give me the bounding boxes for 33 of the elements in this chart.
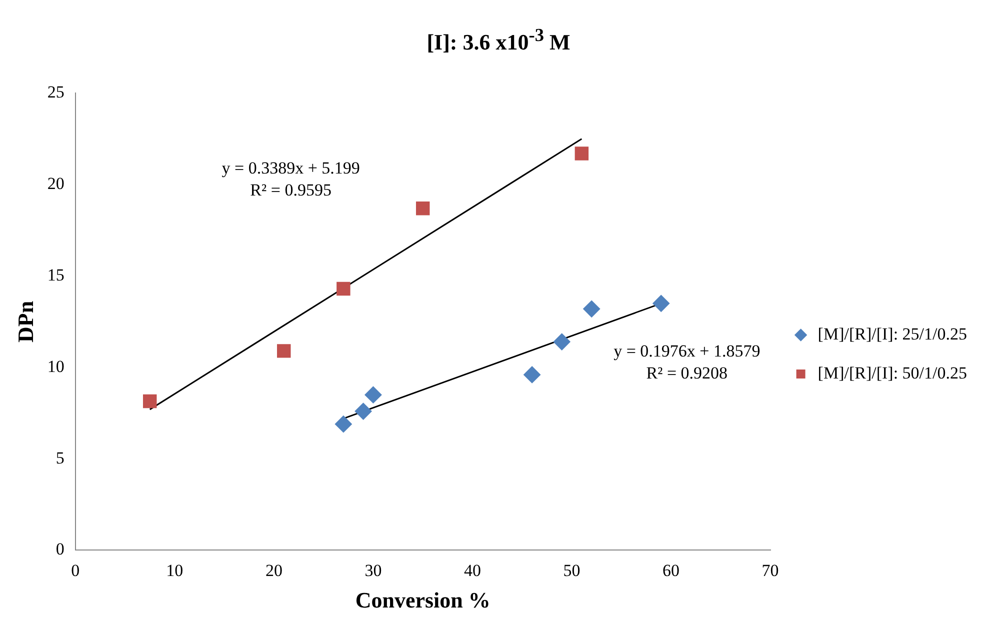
x-tick-label: 50 (563, 560, 580, 580)
point (336, 282, 350, 296)
point (334, 416, 352, 433)
y-tick-label: 15 (47, 265, 64, 284)
point (142, 394, 157, 408)
legend-label: [M]/[R]/[I]: 50/1/0.25 (818, 363, 968, 382)
y-tick-label: 20 (47, 174, 64, 194)
chart-title: [I]: 3.6 x10$^{-3}$ M (426, 24, 570, 56)
y-tick-label: 5 (56, 448, 64, 468)
point (354, 402, 372, 420)
point (277, 344, 291, 358)
legend-label: [M]/[R]/[I]: 25/1/0.25 (818, 324, 968, 344)
x-tick-label: 60 (662, 560, 680, 580)
point (364, 386, 382, 404)
y-axis-title: DPn (12, 300, 38, 342)
point (652, 294, 670, 312)
point (416, 202, 430, 216)
point (583, 300, 600, 318)
x-tick-label: 10 (166, 560, 184, 580)
annotation: y = 0.3389x + 5.199 R² = 0.9595 (222, 158, 360, 200)
annotation: y = 0.1976x + 1.8579 R² = 0.9208 (614, 341, 760, 382)
y-tick-label: 25 (47, 82, 64, 102)
point (574, 146, 589, 160)
y-tick-label: 10 (47, 356, 64, 376)
x-tick-label: 70 (762, 560, 779, 580)
point (553, 333, 570, 350)
x-tick-label: 0 (71, 560, 80, 580)
y-tick-label: 0 (56, 540, 64, 559)
x-tick-label: 40 (464, 560, 481, 580)
x-tick-label: 30 (364, 560, 382, 580)
x-tick-label: 20 (265, 560, 282, 580)
point (524, 366, 541, 384)
x-axis-title: Conversion % (355, 587, 490, 612)
